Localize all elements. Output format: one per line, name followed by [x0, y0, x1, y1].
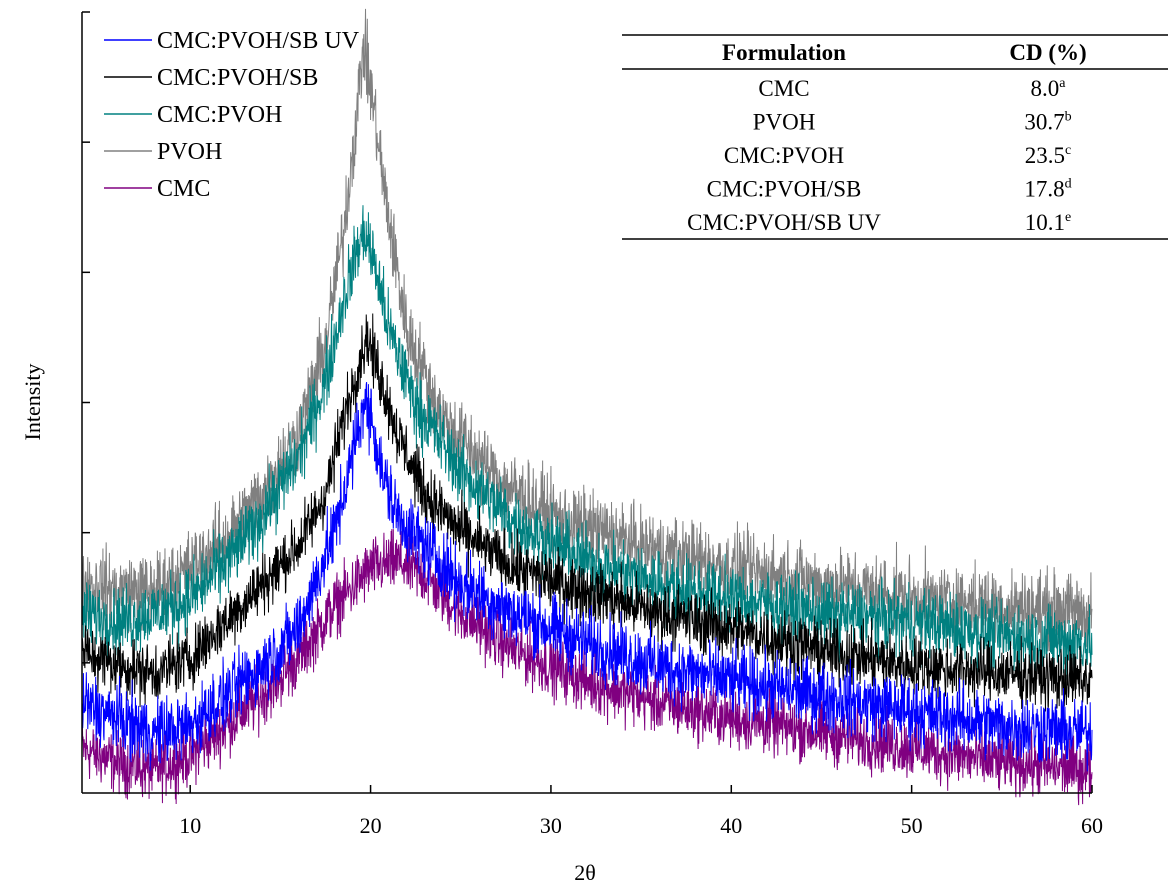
- legend-label: PVOH: [157, 139, 222, 165]
- x-tick-label: 30: [540, 813, 562, 838]
- table-header-cd: CD (%): [1009, 40, 1086, 65]
- series-line-3: [81, 205, 1093, 681]
- x-ticks: 10 20 30 40 50 60: [179, 785, 1103, 838]
- legend-label: CMC:PVOH: [157, 102, 282, 128]
- table-cell-superscript: a: [1059, 76, 1066, 91]
- y-axis-label: Intensity: [20, 364, 45, 441]
- legend-item: CMC:PVOH/SB: [104, 65, 318, 91]
- table-header-formulation: Formulation: [722, 40, 846, 65]
- x-tick-label: 60: [1081, 813, 1103, 838]
- x-tick-label: 10: [179, 813, 201, 838]
- table-cell-cd: 10.1e: [1025, 210, 1071, 235]
- legend-item: PVOH: [104, 139, 222, 165]
- x-tick-label: 40: [720, 813, 742, 838]
- legend-item: CMC:PVOH: [104, 102, 282, 128]
- legend-item: CMC:PVOH/SB UV: [104, 28, 360, 54]
- table-cell-superscript: d: [1065, 177, 1072, 192]
- legend-item: CMC: [104, 176, 210, 202]
- table-cell-formulation: CMC:PVOH/SB: [707, 177, 862, 202]
- legend-label: CMC: [157, 176, 210, 202]
- table-cell-cd: 8.0a: [1031, 76, 1067, 101]
- series-line-5: [81, 528, 1093, 806]
- table-cell-superscript: c: [1065, 143, 1071, 158]
- legend: CMC:PVOH/SB UV CMC:PVOH/SB CMC:PVOH PVOH CMC: [104, 28, 360, 202]
- table-row: CMC:PVOH/SB 17.8d: [707, 177, 1072, 202]
- legend-label: CMC:PVOH/SB UV: [157, 28, 360, 54]
- table-row: CMC 8.0a: [758, 76, 1066, 101]
- table-cell-cd: 30.7b: [1024, 110, 1071, 135]
- table-cell-superscript: e: [1065, 210, 1071, 225]
- table-cell-formulation: CMC:PVOH/SB UV: [687, 210, 881, 235]
- table-cell-cd: 23.5c: [1025, 143, 1071, 168]
- table-row: PVOH 30.7b: [753, 110, 1072, 135]
- series-layer: [81, 8, 1093, 806]
- table-row: CMC:PVOH 23.5c: [724, 143, 1071, 168]
- x-tick-label: 50: [901, 813, 923, 838]
- x-tick-label: 20: [360, 813, 382, 838]
- legend-label: CMC:PVOH/SB: [157, 65, 318, 91]
- table-cell-formulation: PVOH: [753, 110, 816, 135]
- x-axis-label: 2θ: [574, 860, 596, 885]
- series-line-1: [81, 382, 1093, 772]
- table-cell-superscript: b: [1065, 110, 1072, 125]
- table-row: CMC:PVOH/SB UV 10.1e: [687, 210, 1071, 235]
- table-cell-formulation: CMC: [758, 76, 809, 101]
- series-line-2: [81, 313, 1093, 712]
- table-cell-cd: 17.8d: [1024, 177, 1071, 202]
- y-ticks: [82, 11, 90, 664]
- crystallinity-table: Formulation CD (%) CMC 8.0a PVOH 30.7b CMC:PVO…: [622, 34, 1168, 240]
- table-cell-formulation: CMC:PVOH: [724, 143, 844, 168]
